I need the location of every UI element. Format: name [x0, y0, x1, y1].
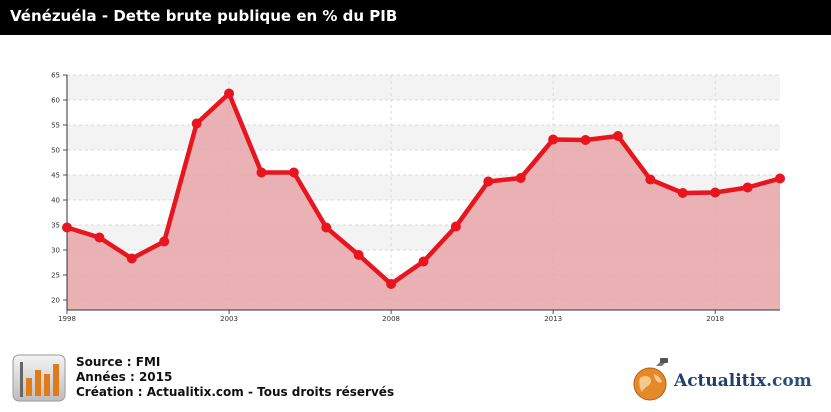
- footer-creation: Création : Actualitix.com - Tous droits …: [76, 385, 395, 399]
- data-point: [515, 173, 526, 183]
- data-point: [386, 279, 397, 289]
- chart-title: Vénézuéla - Dette brute publique en % du…: [10, 7, 398, 25]
- data-point: [450, 221, 461, 232]
- y-tick-label: 25: [51, 272, 60, 280]
- globe-icon: [633, 358, 668, 401]
- brand-tld: .com: [766, 371, 812, 391]
- y-tick-label: 60: [51, 97, 60, 105]
- y-tick-label: 30: [51, 247, 60, 255]
- chart: 20 25 30 35 40 45 50 55 60 65 1998 2003 2008 2013 2018: [51, 72, 785, 323]
- data-point: [191, 118, 202, 129]
- data-point: [256, 167, 267, 178]
- data-point: [224, 88, 235, 99]
- data-point: [483, 176, 494, 187]
- footer-info: Source : FMI Années : 2015 Création : Ac…: [76, 355, 394, 400]
- data-point: [548, 134, 559, 145]
- data-point: [645, 174, 656, 185]
- x-tick-label: 1998: [58, 315, 76, 323]
- data-point: [159, 236, 170, 247]
- y-tick-label: 35: [51, 222, 60, 230]
- x-tick-label: 2008: [382, 315, 400, 323]
- title-bar: Vénézuéla - Dette brute publique en % du…: [0, 0, 831, 35]
- data-point: [418, 256, 429, 267]
- data-point: [62, 222, 72, 233]
- brand-logo[interactable]: Actualitix.com: [630, 356, 825, 402]
- data-point: [580, 135, 591, 145]
- y-tick-label: 45: [51, 172, 60, 180]
- x-tick-label: 2003: [220, 315, 238, 323]
- data-point: [612, 131, 623, 141]
- data-point: [353, 250, 364, 260]
- data-point: [94, 232, 105, 243]
- data-point: [288, 167, 299, 178]
- data-point: [742, 182, 753, 193]
- series-area: [67, 93, 780, 310]
- y-tick-label: 20: [51, 297, 60, 305]
- data-point: [775, 173, 785, 184]
- data-point: [677, 188, 688, 198]
- y-tick-label: 40: [51, 197, 60, 205]
- data-point: [126, 253, 137, 264]
- y-tick-label: 55: [51, 122, 60, 130]
- grid-band: [67, 125, 780, 150]
- brand-text: Actualitix.com: [674, 371, 812, 391]
- data-point: [710, 187, 721, 198]
- data-point: [321, 222, 332, 233]
- x-tick-label: 2013: [544, 315, 562, 323]
- footer-years: Années : 2015: [76, 370, 173, 384]
- grid-band: [67, 75, 780, 100]
- y-tick-label: 50: [51, 147, 60, 155]
- y-tick-label: 65: [51, 72, 60, 80]
- bar-chart-icon: [12, 354, 66, 402]
- x-tick-label: 2018: [706, 315, 724, 323]
- footer-source: Source : FMI: [76, 355, 161, 369]
- brand-name: Actualitix: [674, 371, 767, 391]
